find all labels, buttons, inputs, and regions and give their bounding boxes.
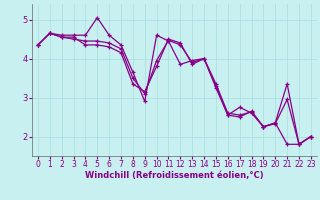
X-axis label: Windchill (Refroidissement éolien,°C): Windchill (Refroidissement éolien,°C) — [85, 171, 264, 180]
